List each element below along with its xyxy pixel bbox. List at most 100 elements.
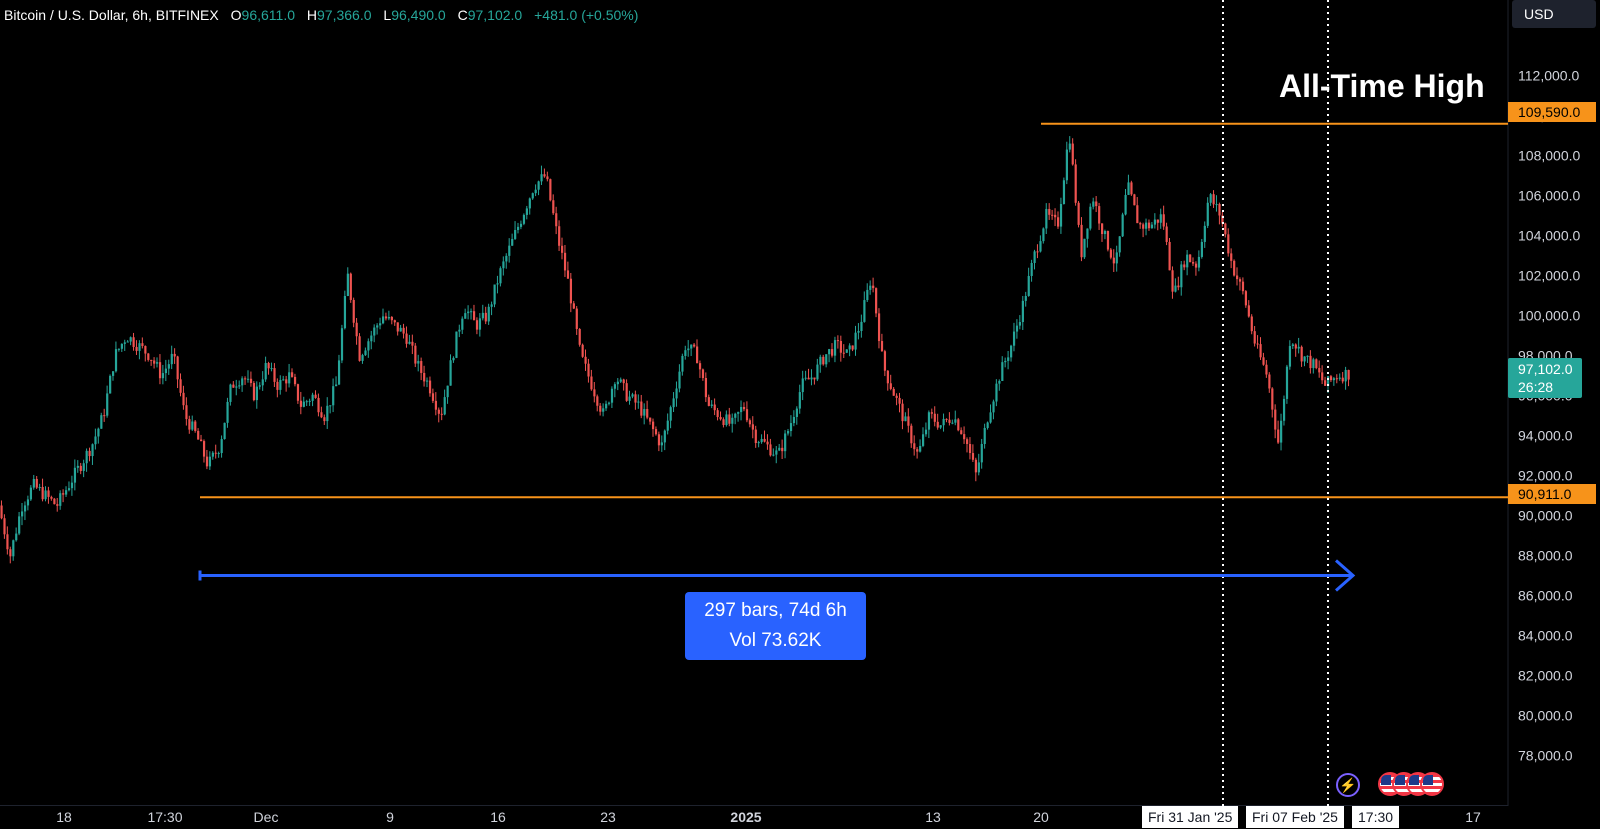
candle-body <box>440 413 443 415</box>
candle-body <box>534 189 537 194</box>
candle-body <box>1159 214 1162 223</box>
candle-body <box>299 400 303 407</box>
candle-body <box>722 419 725 425</box>
symbol-title[interactable]: Bitcoin / U.S. Dollar, 6h, BITFINEX <box>4 7 219 23</box>
candle-body <box>467 311 470 314</box>
candle-body <box>1150 224 1154 229</box>
measure-info-box[interactable]: 297 bars, 74d 6h Vol 73.62K <box>685 592 866 660</box>
change-value: +481.0 (+0.50%) <box>534 7 639 23</box>
candle-body <box>402 327 405 334</box>
candle-body <box>651 421 655 430</box>
candle-body <box>957 419 960 431</box>
price-axis-tick: 100,000.0 <box>1518 308 1580 324</box>
candle-body <box>584 356 587 364</box>
candle-body <box>546 176 549 180</box>
candle-body <box>191 421 194 430</box>
candle-body <box>778 447 781 451</box>
candle-body <box>502 261 505 269</box>
candle-body <box>1227 234 1230 254</box>
candle-body <box>1027 275 1030 296</box>
candle-body <box>367 341 370 351</box>
time-axis-tick: 17 <box>1465 809 1481 825</box>
candle-body <box>478 318 482 330</box>
candle-body <box>989 412 992 423</box>
currency-selector[interactable]: USD <box>1512 0 1596 28</box>
candle-body <box>804 377 807 379</box>
candle-body <box>707 397 710 406</box>
candle-body <box>992 401 995 413</box>
candle-body <box>643 409 646 416</box>
candle-body <box>1256 343 1259 345</box>
candle-body <box>640 401 643 416</box>
candle-body <box>1189 254 1192 263</box>
candle-body <box>1174 285 1177 292</box>
candle-body <box>587 363 590 377</box>
candle-body <box>801 378 804 393</box>
candle-body <box>76 465 79 468</box>
last-price-tag: 97,102.0 26:28 <box>1508 358 1582 398</box>
candle-body <box>161 373 165 379</box>
candle-body <box>1347 369 1350 380</box>
candle-body <box>1112 257 1115 264</box>
candle-body <box>264 363 267 380</box>
candle-body <box>1294 344 1297 349</box>
candle-body <box>634 394 637 403</box>
candle-body <box>455 331 458 358</box>
candle-body <box>839 340 843 353</box>
candle-body <box>1103 231 1107 235</box>
candle-body <box>910 425 913 444</box>
candle-body <box>566 270 570 279</box>
us-flag-event-icon[interactable] <box>1420 772 1444 796</box>
candle-body <box>1315 359 1318 369</box>
candle-body <box>18 516 21 534</box>
candle-body <box>26 499 30 506</box>
candle-body <box>892 388 895 396</box>
candle-body <box>202 441 206 457</box>
candle-body <box>411 341 414 346</box>
candle-body <box>1288 346 1292 367</box>
candle-body <box>88 450 91 457</box>
candle-body <box>754 429 757 443</box>
candle-body <box>408 341 411 344</box>
candle-body <box>44 490 47 500</box>
all-time-high-annotation[interactable]: All-Time High <box>1279 68 1485 104</box>
candle-body <box>6 534 9 550</box>
candle-body <box>337 360 341 385</box>
candle-body <box>769 444 772 456</box>
time-axis-tick: 23 <box>600 809 616 825</box>
candle-body <box>968 443 972 454</box>
candle-body <box>1209 194 1212 203</box>
lightning-icon[interactable]: ⚡ <box>1336 773 1360 797</box>
candle-body <box>678 371 681 389</box>
measure-bars-text: 297 bars, 74d 6h <box>704 600 847 621</box>
candle-body <box>261 379 264 386</box>
candle-body <box>200 439 203 442</box>
candle-body <box>646 409 649 418</box>
candle-body <box>47 490 50 497</box>
candle-body <box>654 429 658 435</box>
price-axis-panel[interactable] <box>1508 0 1600 829</box>
candle-body <box>135 346 138 351</box>
candle-body <box>792 416 796 424</box>
candle-body <box>681 355 684 372</box>
open-label: O <box>230 7 242 23</box>
candle-body <box>927 412 931 430</box>
candle-body <box>352 299 355 323</box>
candle-body <box>525 208 528 215</box>
candle-body <box>819 356 822 365</box>
candle-body <box>1007 357 1010 361</box>
candle-body <box>1054 214 1057 218</box>
candle-body <box>649 417 652 422</box>
candle-body <box>919 445 922 452</box>
candle-body <box>472 311 476 321</box>
candle-body <box>828 349 831 355</box>
candle-body <box>361 355 364 361</box>
candle-body <box>1115 252 1118 264</box>
candle-body <box>426 380 429 382</box>
candle-body <box>1218 204 1221 216</box>
candle-body <box>1177 285 1180 288</box>
candle-body <box>484 312 487 322</box>
candle-body <box>1089 206 1092 229</box>
candle-body <box>311 394 314 401</box>
